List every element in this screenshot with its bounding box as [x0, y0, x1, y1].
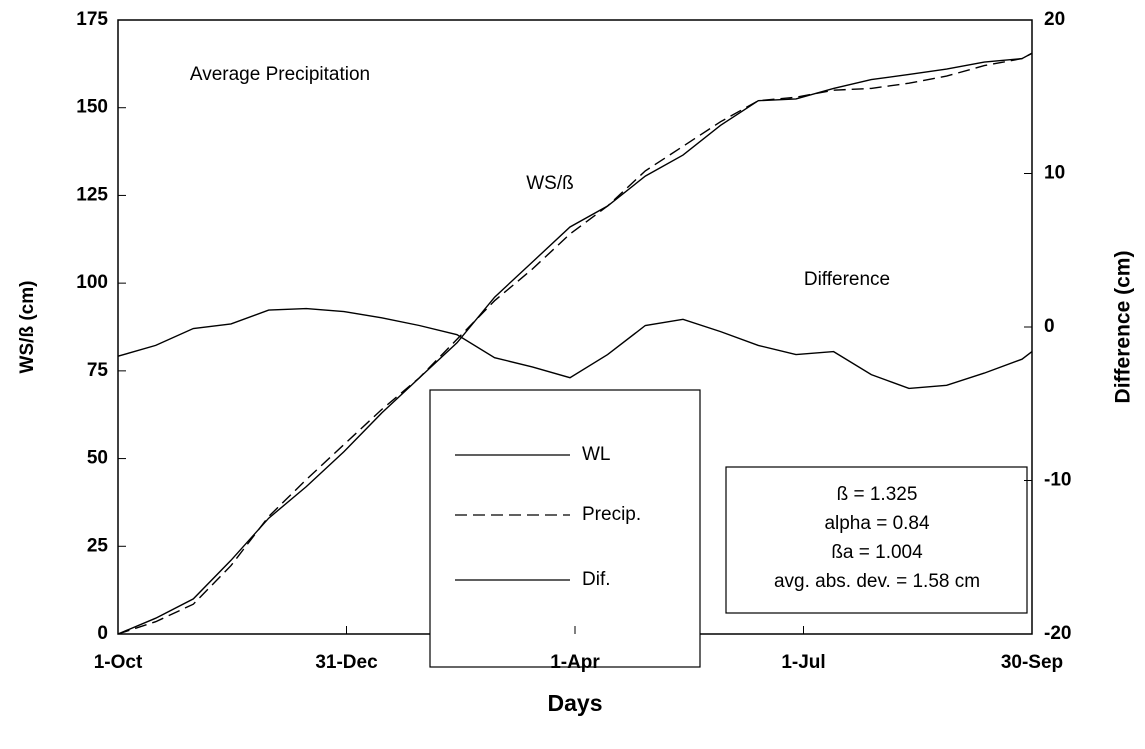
y-tick-label: 150 — [76, 97, 108, 118]
y2-axis-label: Difference (cm) — [1112, 251, 1135, 404]
stats-box — [725, 466, 1028, 614]
x-tick-label: 1-Apr — [550, 652, 600, 673]
legend — [429, 389, 701, 668]
legend-label: Dif. — [582, 569, 611, 590]
legend-label: WL — [582, 444, 611, 465]
y-tick-label: 25 — [87, 535, 109, 556]
legend-label: Precip. — [582, 504, 641, 525]
annotation: WS/ß — [526, 173, 574, 194]
x-tick-label: 31-Dec — [315, 652, 378, 673]
stats-text: ß = 1.325 — [837, 484, 918, 505]
y2-tick-label: -20 — [1044, 623, 1071, 644]
y-tick-label: 75 — [87, 360, 109, 381]
series-line — [117, 52, 1033, 635]
y-tick-label: 0 — [97, 623, 108, 644]
x-axis-label: Days — [548, 690, 603, 716]
y-tick-label: 50 — [87, 448, 108, 469]
series-line — [117, 307, 1033, 390]
annotation: Difference — [804, 269, 890, 290]
y2-tick-label: -10 — [1044, 470, 1071, 491]
stats-text: ßa = 1.004 — [831, 542, 923, 563]
x-tick-label: 1-Oct — [94, 652, 143, 673]
y-tick-label: 125 — [76, 184, 108, 205]
stats-text: alpha = 0.84 — [824, 513, 930, 534]
y-tick-label: 100 — [76, 272, 108, 293]
x-tick-label: 1-Jul — [781, 652, 825, 673]
y2-tick-label: 10 — [1044, 163, 1065, 184]
series-line — [117, 52, 1033, 635]
annotation: Average Precipitation — [190, 64, 370, 85]
y-axis-label: WS/ß (cm) — [17, 281, 38, 374]
x-tick-label: 30-Sep — [1001, 652, 1063, 673]
y-tick-label: 175 — [76, 9, 108, 30]
y2-tick-label: 0 — [1044, 316, 1055, 337]
stats-text: avg. abs. dev. = 1.58 cm — [774, 571, 980, 592]
y2-tick-label: 20 — [1044, 9, 1065, 30]
